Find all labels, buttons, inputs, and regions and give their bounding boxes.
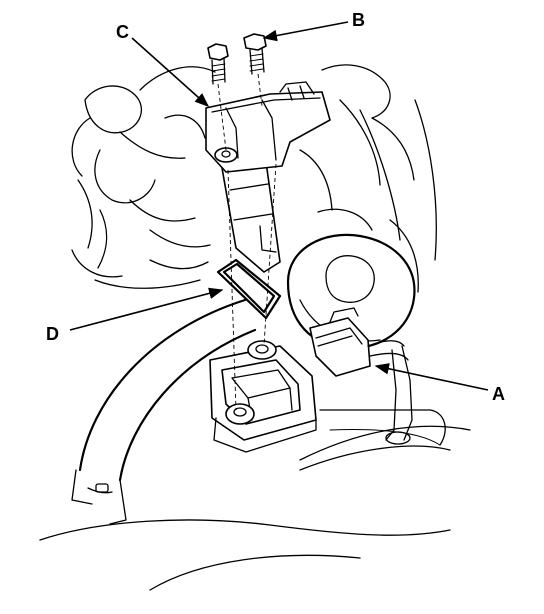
maf-sensor bbox=[205, 81, 331, 273]
leader-d bbox=[69, 287, 224, 331]
bolt-right bbox=[243, 33, 267, 75]
callout-leaders bbox=[69, 21, 489, 391]
alignment-guides bbox=[217, 73, 277, 411]
callout-label-d: D bbox=[46, 324, 59, 344]
callout-label-b: B bbox=[352, 10, 365, 30]
sensor-mounting-base bbox=[209, 340, 317, 453]
gasket bbox=[216, 258, 282, 320]
leader-a bbox=[374, 363, 489, 391]
electrical-connector bbox=[309, 307, 413, 445]
callout-label-a: A bbox=[492, 384, 505, 404]
callout-label-c: C bbox=[116, 22, 129, 42]
mounting-bolts bbox=[207, 33, 267, 85]
leader-c bbox=[131, 37, 210, 107]
leader-b bbox=[262, 21, 349, 42]
bolt-left bbox=[207, 43, 229, 85]
